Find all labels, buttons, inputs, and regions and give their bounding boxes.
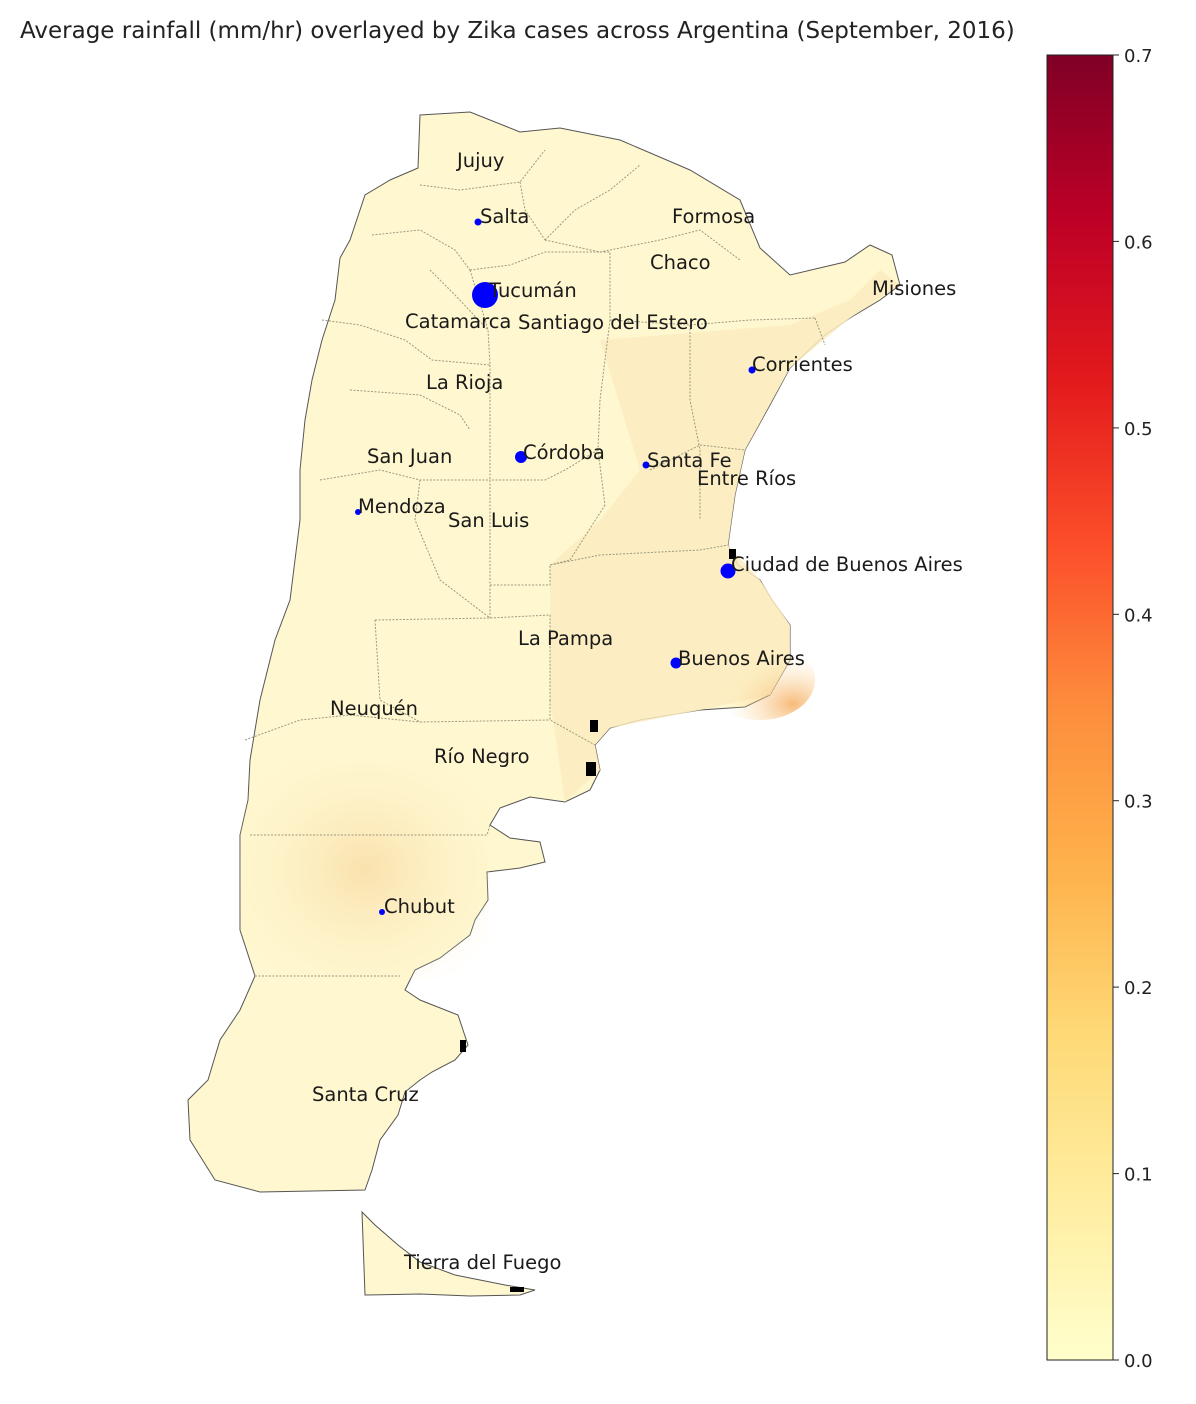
colorbar-tick-0.4: 0.4 — [1124, 605, 1153, 626]
colorbar-tick-0.5: 0.5 — [1124, 419, 1153, 440]
colorbar: 0.0 0.1 0.2 0.3 0.4 0.5 0.6 0.7 — [1046, 46, 1153, 1372]
colorbar-tick-0.6: 0.6 — [1124, 232, 1153, 253]
colorbar-tick-0.1: 0.1 — [1124, 1165, 1153, 1186]
zika-marker-chubut — [379, 909, 385, 915]
province-label-catamarca: Catamarca — [405, 310, 511, 333]
coastal-islands — [460, 549, 736, 1292]
province-label-mendoza: Mendoza — [358, 495, 446, 518]
province-label-san-luis: San Luis — [448, 509, 529, 532]
province-label-santa-cruz: Santa Cruz — [312, 1083, 419, 1106]
province-label-chubut: Chubut — [384, 895, 455, 918]
colorbar-gradient — [1046, 54, 1114, 1361]
zika-marker-salta — [474, 218, 482, 226]
colorbar-tick-0.0: 0.0 — [1124, 1351, 1153, 1372]
province-label-buenos-aires: Buenos Aires — [678, 647, 805, 670]
zika-marker-ciudad-de-buenos-aires — [720, 563, 736, 579]
province-label-corrientes: Corrientes — [752, 353, 853, 376]
province-label-jujuy: Jujuy — [455, 149, 504, 172]
rainfall-hotspot-buenos-aires — [705, 640, 815, 720]
province-label-salta: Salta — [480, 205, 529, 228]
province-borders — [244, 149, 826, 977]
zika-marker-tucuman — [472, 282, 498, 308]
map-title: Average rainfall (mm/hr) overlayed by Zi… — [20, 18, 1015, 44]
province-label-neuquen: Neuquén — [330, 697, 418, 720]
province-label-tucuman: Tucumán — [488, 279, 577, 302]
zika-marker-corrientes — [748, 366, 756, 374]
zika-marker-cordoba — [515, 451, 527, 463]
province-label-misiones: Misiones — [872, 277, 956, 300]
province-label-san-juan: San Juan — [367, 445, 452, 468]
province-label-santa-fe: Santa Fe — [647, 449, 732, 472]
province-label-ciudad-de-buenos-aires: Ciudad de Buenos Aires — [731, 553, 963, 576]
zika-marker-buenos-aires — [670, 657, 682, 669]
province-label-cordoba: Córdoba — [523, 441, 605, 464]
province-label-santiago-del-estero: Santiago del Estero — [518, 311, 708, 334]
colorbar-tick-0.2: 0.2 — [1124, 978, 1153, 999]
colorbar-tick-0.3: 0.3 — [1124, 792, 1153, 813]
province-label-tierra-del-fuego: Tierra del Fuego — [403, 1251, 561, 1274]
province-label-rio-negro: Río Negro — [434, 745, 530, 768]
province-label-la-rioja: La Rioja — [426, 371, 503, 394]
colorbar-tick-0.7: 0.7 — [1124, 46, 1153, 67]
province-labels: Jujuy Salta Formosa Chaco Misiones Tucum… — [312, 149, 963, 1274]
province-label-la-pampa: La Pampa — [518, 627, 613, 650]
province-label-formosa: Formosa — [672, 205, 755, 228]
province-label-chaco: Chaco — [650, 251, 711, 274]
province-label-entre-rios: Entre Ríos — [697, 467, 796, 490]
zika-marker-mendoza — [355, 509, 361, 515]
rainfall-band-patagonia — [240, 760, 490, 980]
zika-marker-santa-fe — [642, 461, 650, 469]
zika-markers — [355, 218, 756, 915]
rainfall-band-east — [550, 270, 900, 802]
colorbar-ticks — [1113, 54, 1119, 1361]
